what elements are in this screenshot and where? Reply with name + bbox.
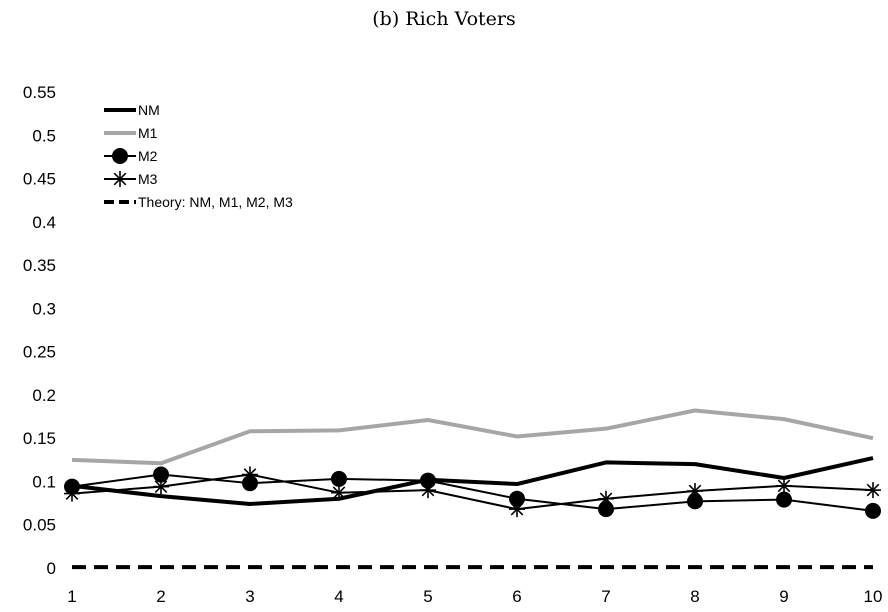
- data-point-3: [242, 466, 258, 483]
- y-tick-label: 0.1: [32, 472, 56, 491]
- y-tick-label: 0.5: [32, 126, 56, 145]
- data-point-2: [153, 466, 169, 483]
- x-tick-label: 3: [245, 587, 254, 606]
- legend-marker: [112, 171, 128, 187]
- y-tick-label: 0.55: [23, 83, 56, 102]
- data-point-2: [420, 472, 436, 489]
- data-point-2: [598, 501, 614, 518]
- x-axis-ticks: 1 2 3 4 5 6 7 8 9 10: [67, 587, 882, 606]
- data-point-3: [776, 477, 792, 494]
- x-tick-label: 7: [601, 587, 610, 606]
- x-tick-label: 1: [67, 587, 76, 606]
- chart-title: (b) Rich Voters: [372, 8, 516, 30]
- y-tick-label: 0.05: [23, 516, 56, 535]
- x-tick-label: 9: [779, 587, 788, 606]
- y-tick-label: 0.35: [23, 256, 56, 275]
- x-tick-label: 2: [156, 587, 165, 606]
- legend-marker: [112, 148, 128, 164]
- y-tick-label: 0.3: [32, 299, 56, 318]
- legend-label: M2: [138, 148, 158, 164]
- data-point-3: [687, 482, 703, 499]
- x-tick-label: 4: [334, 587, 343, 606]
- series-layer: [64, 408, 881, 570]
- data-point-3: [865, 482, 881, 499]
- y-tick-label: 0.45: [23, 170, 56, 189]
- data-point-3: [64, 485, 80, 502]
- data-point-3: [153, 478, 169, 495]
- data-point-3: [598, 490, 614, 507]
- series-line-1: [71, 408, 874, 466]
- data-point-3: [509, 501, 525, 518]
- x-tick-label: 8: [690, 587, 699, 606]
- data-point-2: [687, 493, 703, 510]
- y-tick-label: 0.15: [23, 429, 56, 448]
- series-line-2: [71, 473, 874, 512]
- y-tick-label: 0: [47, 559, 56, 578]
- legend-label: NM: [138, 102, 160, 118]
- data-point-3: [420, 482, 436, 499]
- x-tick-label: 6: [512, 587, 521, 606]
- legend-label: Theory: NM, M1, M2, M3: [138, 194, 293, 210]
- data-point-2: [509, 490, 525, 507]
- legend-label: M1: [138, 125, 158, 141]
- legend: NM M1 M2 M3 Theory: NM, M1, M2, M3: [104, 102, 293, 210]
- x-tick-label: 5: [423, 587, 432, 606]
- legend-label: M3: [138, 171, 158, 187]
- series-line-3: [71, 473, 874, 511]
- x-tick-label: 10: [864, 587, 883, 606]
- data-point-2: [865, 502, 881, 519]
- data-point-2: [776, 491, 792, 508]
- y-tick-label: 0.25: [23, 343, 56, 362]
- series-line-0: [71, 456, 874, 506]
- y-tick-label: 0.4: [32, 213, 56, 232]
- data-point-2: [331, 470, 347, 487]
- y-axis-ticks: 0 0.05 0.1 0.15 0.2 0.25 0.3 0.35 0.4 0.45 0.5 0.55: [23, 83, 56, 578]
- data-point-3: [331, 484, 347, 501]
- y-tick-label: 0.2: [32, 386, 56, 405]
